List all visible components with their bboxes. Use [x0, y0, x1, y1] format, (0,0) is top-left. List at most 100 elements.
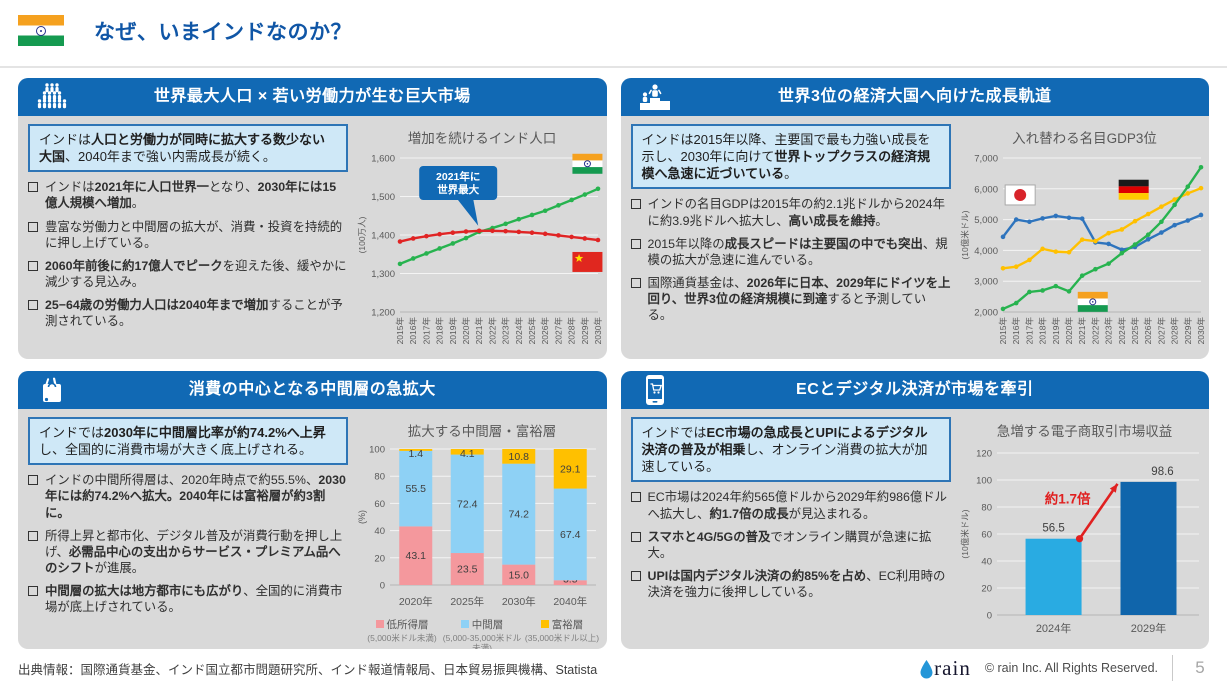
svg-text:2018年: 2018年 [1037, 317, 1047, 345]
square-bullet-icon [630, 531, 641, 542]
source-text: 出典情報：国際通貨基金、インド国立都市問題研究所、インド報道情報局、日本貿易振興… [18, 662, 598, 677]
svg-text:2018年: 2018年 [435, 317, 445, 345]
svg-text:67.4: 67.4 [560, 529, 581, 541]
shopping-bag-icon [32, 374, 72, 406]
drop-icon [920, 659, 933, 678]
panel-title: 消費の中心となる中間層の急拡大 [188, 381, 436, 398]
svg-text:2025年: 2025年 [450, 595, 484, 608]
svg-text:2026年: 2026年 [1143, 317, 1153, 345]
nominal-gdp-line-chart: 2,000 3,000 4,000 5,000 6,000 7,000 (10億米ドル) 20… [959, 148, 1210, 359]
germany-flag-icon [1118, 179, 1149, 200]
series-中国 [397, 228, 601, 244]
panel-title: 世界3位の経済大国へ向けた成長軌道 [778, 88, 1052, 105]
svg-text:2020年: 2020年 [399, 595, 433, 608]
bullet-item: スマホと4G/5Gの普及でオンライン購買が急速に拡大。 [630, 529, 951, 561]
svg-text:2026年: 2026年 [540, 317, 550, 345]
series-ドイツ [1000, 185, 1203, 271]
bullet-list: EC市場は2024年約565億ドルから2029年約986億ドルへ拡大し、約1.7… [630, 489, 951, 600]
highlight-box: インドは人口と労働力が同時に拡大する数少ない大国、2040年まで強い内需成長が続… [28, 124, 348, 173]
svg-text:2025年: 2025年 [527, 317, 537, 345]
square-bullet-icon [28, 260, 38, 271]
svg-text:3,000: 3,000 [974, 277, 998, 288]
svg-text:2019年: 2019年 [448, 317, 458, 345]
panel-header: 消費の中心となる中間層の急拡大 [18, 371, 607, 409]
india-flag-icon [572, 153, 603, 174]
panel-grid: 世界最大人口 × 若い労働力が生む巨大市場 インドは人口と労働力が同時に拡大する… [18, 78, 1209, 649]
svg-text:5,000: 5,000 [974, 215, 998, 226]
podium-icon [635, 81, 675, 113]
highlight-box: インドでは2030年に中間層比率が約74.2%へ上昇し、全国的に消費市場が大きく… [28, 417, 348, 466]
income-class-stacked-bar-chart: 0 20 40 60 80 100 (%) 43.1 55.5 1.4 2020年 23.5 72.4 4… [356, 441, 607, 613]
svg-text:56.5: 56.5 [1042, 523, 1064, 535]
square-bullet-icon [28, 182, 38, 193]
chart-title: 拡大する中間層・富裕層 [407, 424, 557, 439]
copyright-text: © rain Inc. All Rights Reserved. [984, 661, 1158, 675]
bullet-item: インドの中間所得層は、2020年時点で約55.5%、2030年には約74.2%へ… [28, 472, 348, 520]
square-bullet-icon [630, 570, 641, 581]
panel-gdp: 世界3位の経済大国へ向けた成長軌道 インドは2015年以降、主要国で最も力強い成… [620, 78, 1210, 359]
bullet-item: 中間層の拡大は地方都市にも広がり、全国的に消費市場が底上げされている。 [28, 583, 348, 615]
svg-text:10.8: 10.8 [509, 451, 530, 463]
svg-text:2029年: 2029年 [580, 317, 590, 345]
china-flag-icon [572, 251, 603, 272]
panel-body: インドは人口と労働力が同時に拡大する数少ない大国、2040年まで強い内需成長が続… [18, 116, 607, 359]
svg-text:74.2: 74.2 [509, 509, 530, 521]
growth-arrow: 約1.7倍 [1044, 483, 1119, 543]
panel-population: 世界最大人口 × 若い労働力が生む巨大市場 インドは人口と労働力が同時に拡大する… [18, 78, 607, 359]
svg-text:2017年: 2017年 [1024, 317, 1034, 345]
svg-text:60: 60 [981, 530, 992, 541]
highlight-box: インドではEC市場の急成長とUPIによるデジタル決済の普及が相乗し、オンライン消… [630, 417, 951, 483]
square-bullet-icon [28, 300, 38, 311]
panel-header: 世界3位の経済大国へ向けた成長軌道 [620, 78, 1209, 116]
panel-title: 世界最大人口 × 若い労働力が生む巨大市場 [153, 88, 471, 105]
square-bullet-icon [28, 475, 38, 486]
svg-text:55.5: 55.5 [406, 483, 427, 495]
panel-title: ECとデジタル決済が市場を牽引 [796, 381, 1034, 398]
svg-text:1,400: 1,400 [371, 231, 395, 242]
svg-text:2029年: 2029年 [1182, 317, 1192, 345]
svg-text:2025年: 2025年 [1130, 317, 1140, 345]
svg-text:(10億米ドル): (10億米ドル) [960, 509, 970, 558]
svg-text:2021年: 2021年 [1077, 317, 1087, 345]
svg-text:2030年: 2030年 [1196, 317, 1206, 345]
svg-text:60: 60 [374, 499, 385, 510]
svg-text:2019年: 2019年 [1050, 317, 1060, 345]
svg-text:98.6: 98.6 [1151, 466, 1173, 478]
svg-text:(%): (%) [357, 510, 367, 524]
page-number: 5 [1195, 658, 1205, 677]
svg-text:15.0: 15.0 [509, 569, 530, 581]
phone-cart-icon [635, 374, 675, 406]
svg-text:2023年: 2023年 [501, 317, 511, 345]
svg-text:2024年: 2024年 [1035, 621, 1070, 635]
svg-text:7,000: 7,000 [974, 154, 998, 165]
square-bullet-icon [630, 238, 641, 249]
svg-text:2028年: 2028年 [567, 317, 577, 345]
bullet-list: インドの名目GDPは2015年の約2.1兆ドルから2024年に約3.9兆ドルへ拡… [630, 196, 951, 323]
panel-body: インドは2015年以降、主要国で最も力強い成長を示し、2030年に向けて世界トッ… [621, 116, 1210, 359]
footer-divider [1172, 655, 1173, 681]
bar-2024年 [1025, 538, 1082, 615]
svg-text:120: 120 [976, 449, 992, 460]
svg-text:2015年: 2015年 [395, 317, 405, 345]
chakra-icon [36, 25, 46, 36]
logo-text: rain [934, 655, 971, 680]
india-population-line-chart: 1,200 1,300 1,400 1,500 1,600 (100万人) 2015年 201… [356, 148, 607, 359]
panel-header: 世界最大人口 × 若い労働力が生む巨大市場 [18, 78, 607, 116]
chart-title: 急増する電子商取引市場収益 [996, 424, 1173, 439]
svg-text:2024年: 2024年 [1116, 317, 1126, 345]
series-日本 [1000, 212, 1203, 253]
svg-text:2020年: 2020年 [1064, 317, 1074, 345]
svg-text:2015年: 2015年 [998, 317, 1008, 345]
bullet-item: 2015年以降の成長スピードは主要国の中でも突出、規模の拡大が急速に進んでいる。 [630, 236, 951, 268]
svg-text:約1.7倍: 約1.7倍 [1044, 490, 1090, 506]
series-インド [397, 186, 601, 267]
bullet-list: インドの中間所得層は、2020年時点で約55.5%、2030年には約74.2%へ… [28, 472, 348, 615]
bullet-item: インドは2021年に人口世界一となり、2030年には15億人規模へ増加。 [28, 179, 348, 211]
svg-text:2028年: 2028年 [1169, 317, 1179, 345]
panel-body: インドでは2030年に中間層比率が約74.2%へ上昇し、全国的に消費市場が大きく… [18, 409, 607, 649]
square-bullet-icon [28, 586, 38, 597]
bar-2029年 [1120, 481, 1176, 615]
bullet-list: インドは2021年に人口世界一となり、2030年には15億人規模へ増加。 豊富な労… [28, 179, 348, 329]
svg-text:2016年: 2016年 [408, 317, 418, 345]
